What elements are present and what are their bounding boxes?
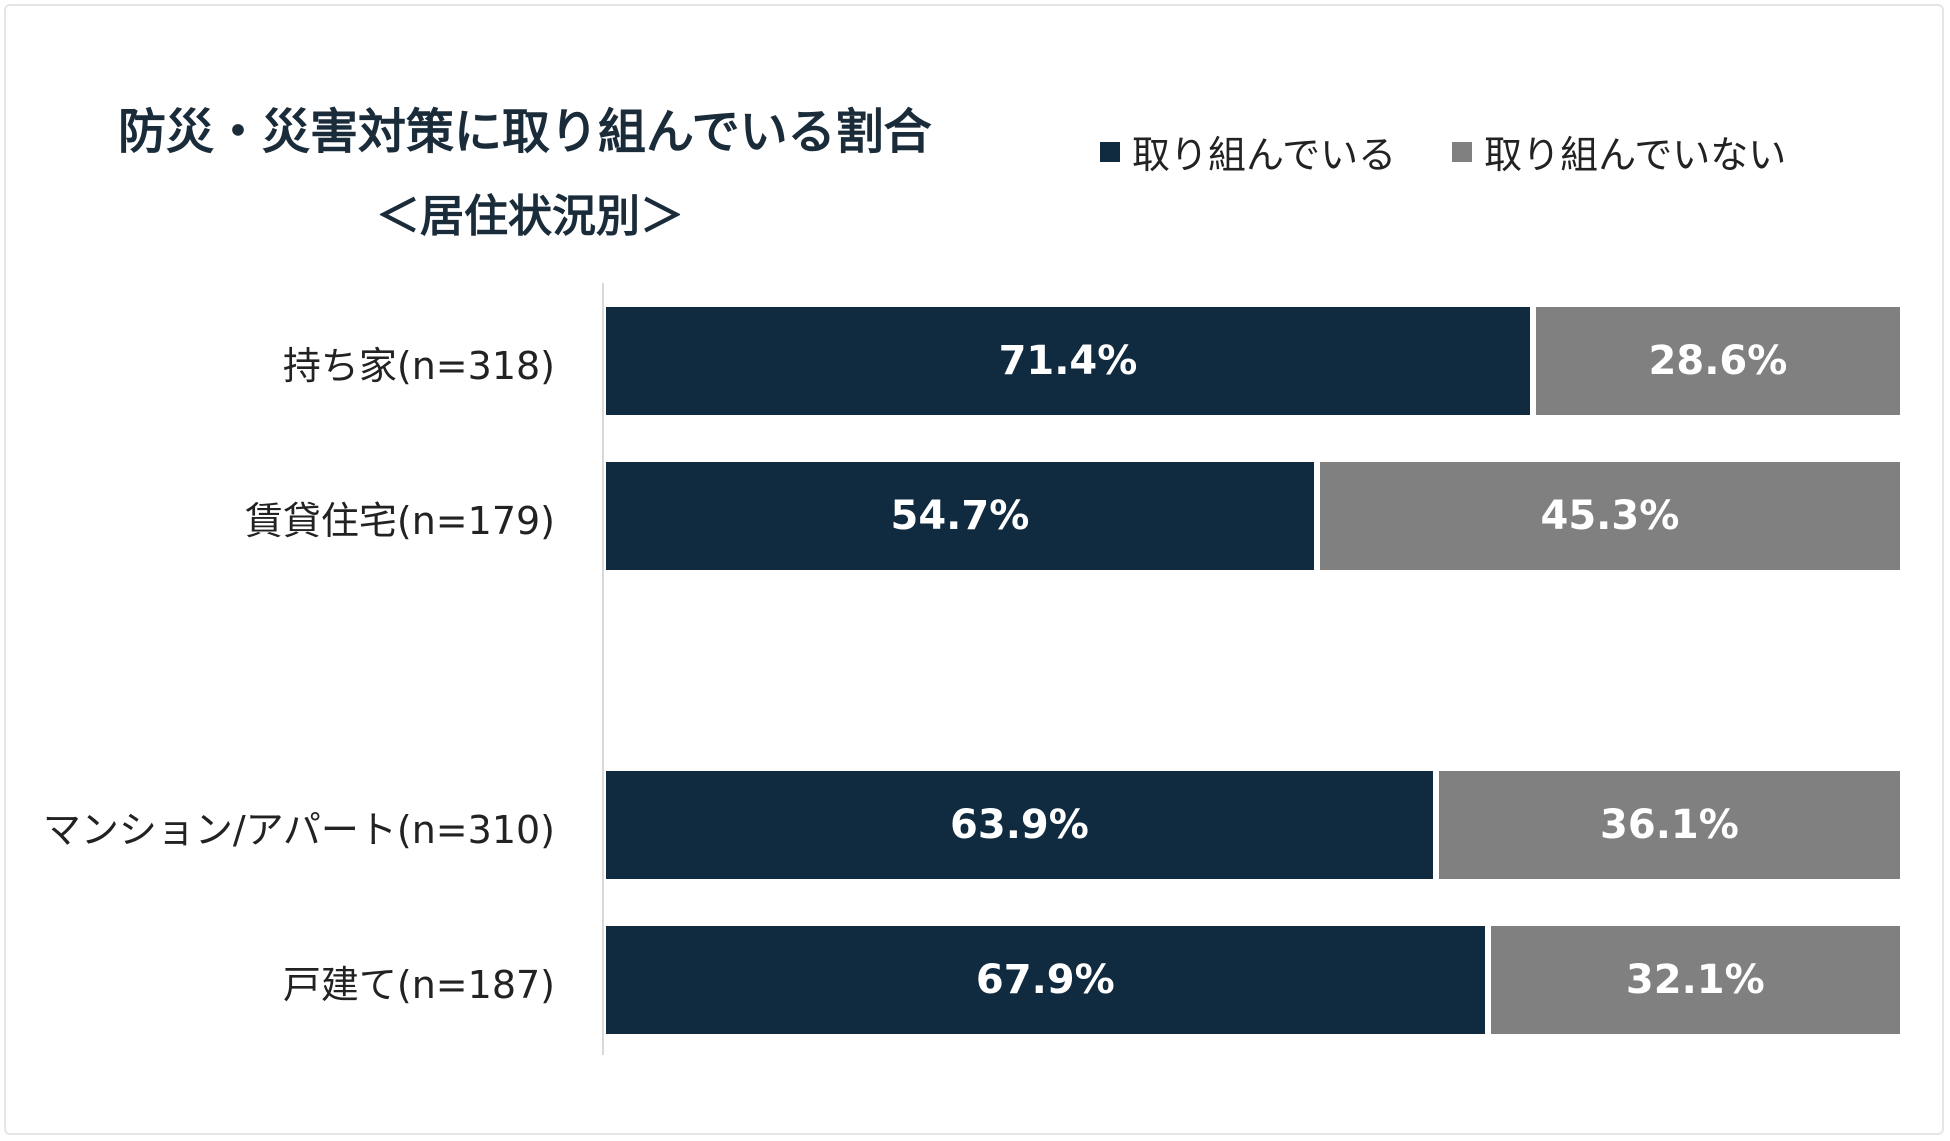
bar-segment-yes: 63.9% [606, 771, 1433, 879]
legend-swatch-yes [1100, 141, 1120, 162]
bar-segment-no: 32.1% [1484, 926, 1900, 1034]
data-label: 32.1% [1625, 957, 1765, 1003]
bar-segment-no: 45.3% [1313, 462, 1900, 570]
bar-segment-no: 36.1% [1432, 771, 1900, 879]
data-label: 45.3% [1540, 493, 1680, 539]
bar-row: 67.9% 32.1% [606, 926, 1900, 1034]
bar-segment-yes: 67.9% [606, 926, 1485, 1034]
chart-title: 防災・災害対策に取り組んでいる割合 [118, 104, 932, 160]
bar-segment-yes: 54.7% [606, 462, 1314, 570]
legend-label-yes: 取り組んでいる [1132, 133, 1397, 177]
data-label: 67.9% [975, 957, 1115, 1003]
category-label: 戸建て(n=187) [282, 963, 555, 1007]
legend: 取り組んでいる 取り組んでいない [1100, 124, 1842, 179]
legend-item-yes: 取り組んでいる [1100, 124, 1396, 179]
data-label: 54.7% [890, 493, 1030, 539]
category-axis-line [602, 283, 604, 1055]
legend-swatch-no [1452, 141, 1473, 162]
category-label: 持ち家(n=318) [282, 344, 555, 388]
chart-subtitle: ＜居住状況別＞ [376, 191, 684, 242]
legend-item-no: 取り組んでいない [1452, 124, 1786, 179]
legend-label-no: 取り組んでいない [1484, 133, 1787, 177]
data-label: 36.1% [1600, 802, 1739, 848]
bar-row: 71.4% 28.6% [606, 307, 1900, 415]
data-label: 71.4% [998, 338, 1138, 384]
category-label: 賃貸住宅(n=179) [244, 499, 555, 543]
data-label: 63.9% [950, 802, 1089, 848]
bar-row: 54.7% 45.3% [606, 462, 1900, 570]
category-label: マンション/アパート(n=310) [42, 808, 555, 852]
data-label: 28.6% [1648, 338, 1788, 384]
bar-segment-yes: 71.4% [606, 307, 1530, 415]
bar-row: 63.9% 36.1% [606, 771, 1900, 879]
bar-segment-no: 28.6% [1529, 307, 1900, 415]
